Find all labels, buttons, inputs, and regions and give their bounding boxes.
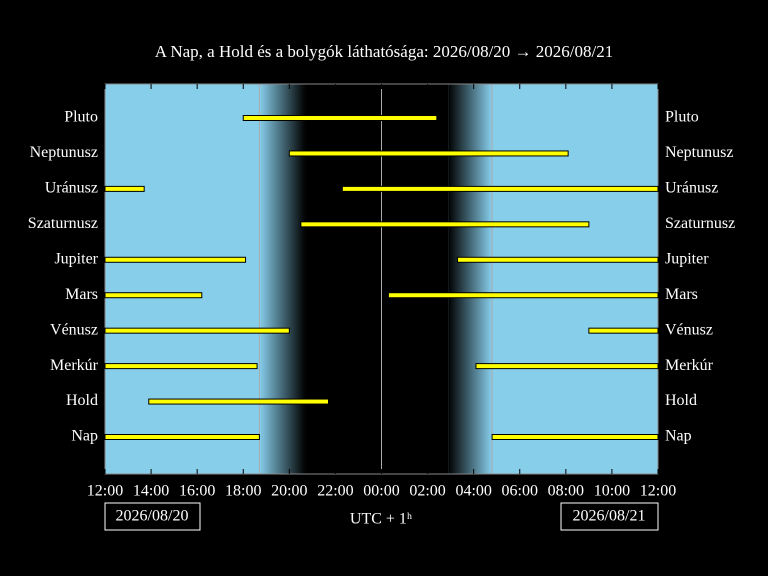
visibility-bar [104,292,203,299]
row-label-right: Jupiter [665,250,709,267]
visibility-bar [387,292,659,299]
start-date: 2026/08/20 [116,508,189,525]
visibility-bar [148,398,330,405]
x-tick-label: 22:00 [317,483,353,500]
row-label-right: Neptunusz [665,144,733,161]
plot-area [104,83,659,475]
x-tick-label: 20:00 [271,483,307,500]
visibility-bar [475,363,659,370]
row-label-right: Uránusz [665,180,718,197]
visibility-bar [104,256,247,263]
row-label-right: Hold [665,392,697,409]
visibility-bar [104,363,258,370]
row-label-right: Szaturnusz [665,215,735,232]
visibility-bar [242,115,438,121]
row-label-right: Nap [665,428,692,445]
visibility-bar [104,185,145,192]
visibility-bar [104,434,260,440]
chart-title: A Nap, a Hold és a bolygók láthatósága: … [155,42,613,61]
x-tick-label: 08:00 [548,483,584,500]
visibility-bar [341,185,659,192]
row-label-left: Mars [65,286,98,303]
visibility-bar [491,434,659,440]
x-tick-label: 18:00 [225,483,261,500]
night [305,84,449,474]
row-label-right: Merkúr [665,357,714,374]
x-tick-label: 00:00 [363,483,399,500]
visibility-bar [588,327,659,334]
row-label-left: Uránusz [45,180,98,197]
x-tick-label: 16:00 [179,483,215,500]
row-label-left: Jupiter [54,250,98,267]
row-label-left: Neptunusz [30,144,98,161]
x-tick-label: 06:00 [502,483,538,500]
row-label-left: Nap [71,428,98,445]
row-label-left: Merkúr [50,357,99,374]
row-label-left: Vénusz [50,321,98,338]
x-axis-label: UTC + 1ʰ [350,511,412,528]
row-label-right: Mars [665,286,698,303]
visibility-bar [288,150,569,157]
row-label-left: Hold [66,392,98,409]
x-tick-label: 02:00 [409,483,445,500]
visibility-bar [104,327,290,334]
x-tick-label: 10:00 [594,483,630,500]
row-label-right: Pluto [665,109,699,126]
visibility-bar [457,256,659,263]
row-label-right: Vénusz [665,321,713,338]
row-label-left: Szaturnusz [28,215,98,232]
dawn [448,84,493,474]
end-date: 2026/08/21 [573,508,646,525]
x-tick-label: 12:00 [87,483,123,500]
x-tick-label: 14:00 [133,483,169,500]
x-tick-label: 12:00 [640,483,676,500]
visibility-bar [300,221,590,228]
x-tick-label: 04:00 [455,483,491,500]
date-box [560,502,659,531]
date-box [104,502,201,531]
row-label-left: Pluto [64,109,98,126]
dusk [259,84,306,474]
